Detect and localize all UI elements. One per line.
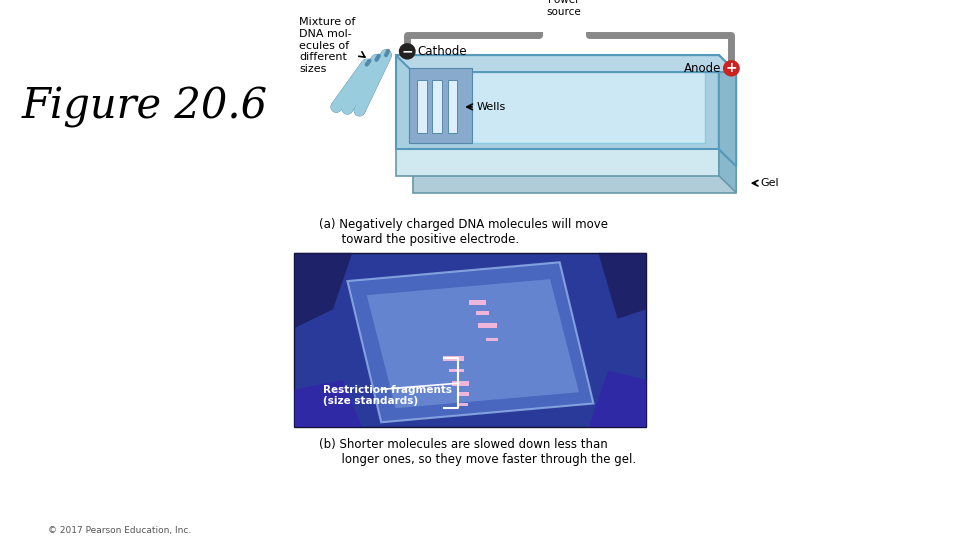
Polygon shape	[719, 149, 736, 193]
FancyBboxPatch shape	[451, 381, 469, 386]
FancyBboxPatch shape	[413, 166, 736, 193]
Circle shape	[724, 61, 739, 76]
Circle shape	[399, 44, 415, 59]
Text: Cathode: Cathode	[417, 45, 467, 58]
Polygon shape	[348, 262, 593, 422]
FancyBboxPatch shape	[417, 79, 426, 133]
FancyBboxPatch shape	[443, 356, 465, 361]
Polygon shape	[719, 55, 736, 166]
FancyBboxPatch shape	[529, 0, 598, 23]
Text: Anode: Anode	[684, 62, 722, 75]
FancyBboxPatch shape	[448, 369, 465, 373]
Polygon shape	[598, 253, 646, 319]
Text: © 2017 Pearson Education, Inc.: © 2017 Pearson Education, Inc.	[48, 526, 192, 535]
Text: Power
source: Power source	[546, 0, 581, 17]
FancyBboxPatch shape	[432, 79, 442, 133]
Polygon shape	[295, 253, 352, 328]
Polygon shape	[367, 279, 579, 408]
Text: +: +	[726, 62, 737, 75]
Polygon shape	[396, 55, 736, 72]
Text: (a) Negatively charged DNA molecules will move
      toward the positive electro: (a) Negatively charged DNA molecules wil…	[319, 218, 608, 246]
FancyBboxPatch shape	[295, 253, 646, 427]
Text: Wells: Wells	[477, 102, 506, 112]
Polygon shape	[295, 380, 362, 427]
Text: Figure 20.6: Figure 20.6	[22, 86, 268, 128]
FancyBboxPatch shape	[469, 300, 487, 305]
FancyBboxPatch shape	[458, 403, 468, 406]
FancyBboxPatch shape	[409, 68, 472, 143]
Text: Restriction fragments
(size standards): Restriction fragments (size standards)	[324, 384, 452, 406]
FancyBboxPatch shape	[457, 392, 469, 396]
Text: (b) Shorter molecules are slowed down less than
      longer ones, so they move : (b) Shorter molecules are slowed down le…	[319, 438, 636, 467]
Polygon shape	[588, 370, 646, 427]
FancyBboxPatch shape	[487, 338, 498, 341]
FancyBboxPatch shape	[478, 323, 497, 328]
Text: Mixture of
DNA mol-
ecules of
different
sizes: Mixture of DNA mol- ecules of different …	[300, 17, 355, 74]
FancyBboxPatch shape	[396, 55, 719, 149]
FancyBboxPatch shape	[409, 68, 706, 143]
FancyBboxPatch shape	[447, 79, 457, 133]
Text: −: −	[401, 44, 413, 58]
FancyBboxPatch shape	[396, 149, 719, 176]
Text: Gel: Gel	[760, 178, 779, 188]
FancyBboxPatch shape	[476, 311, 490, 315]
